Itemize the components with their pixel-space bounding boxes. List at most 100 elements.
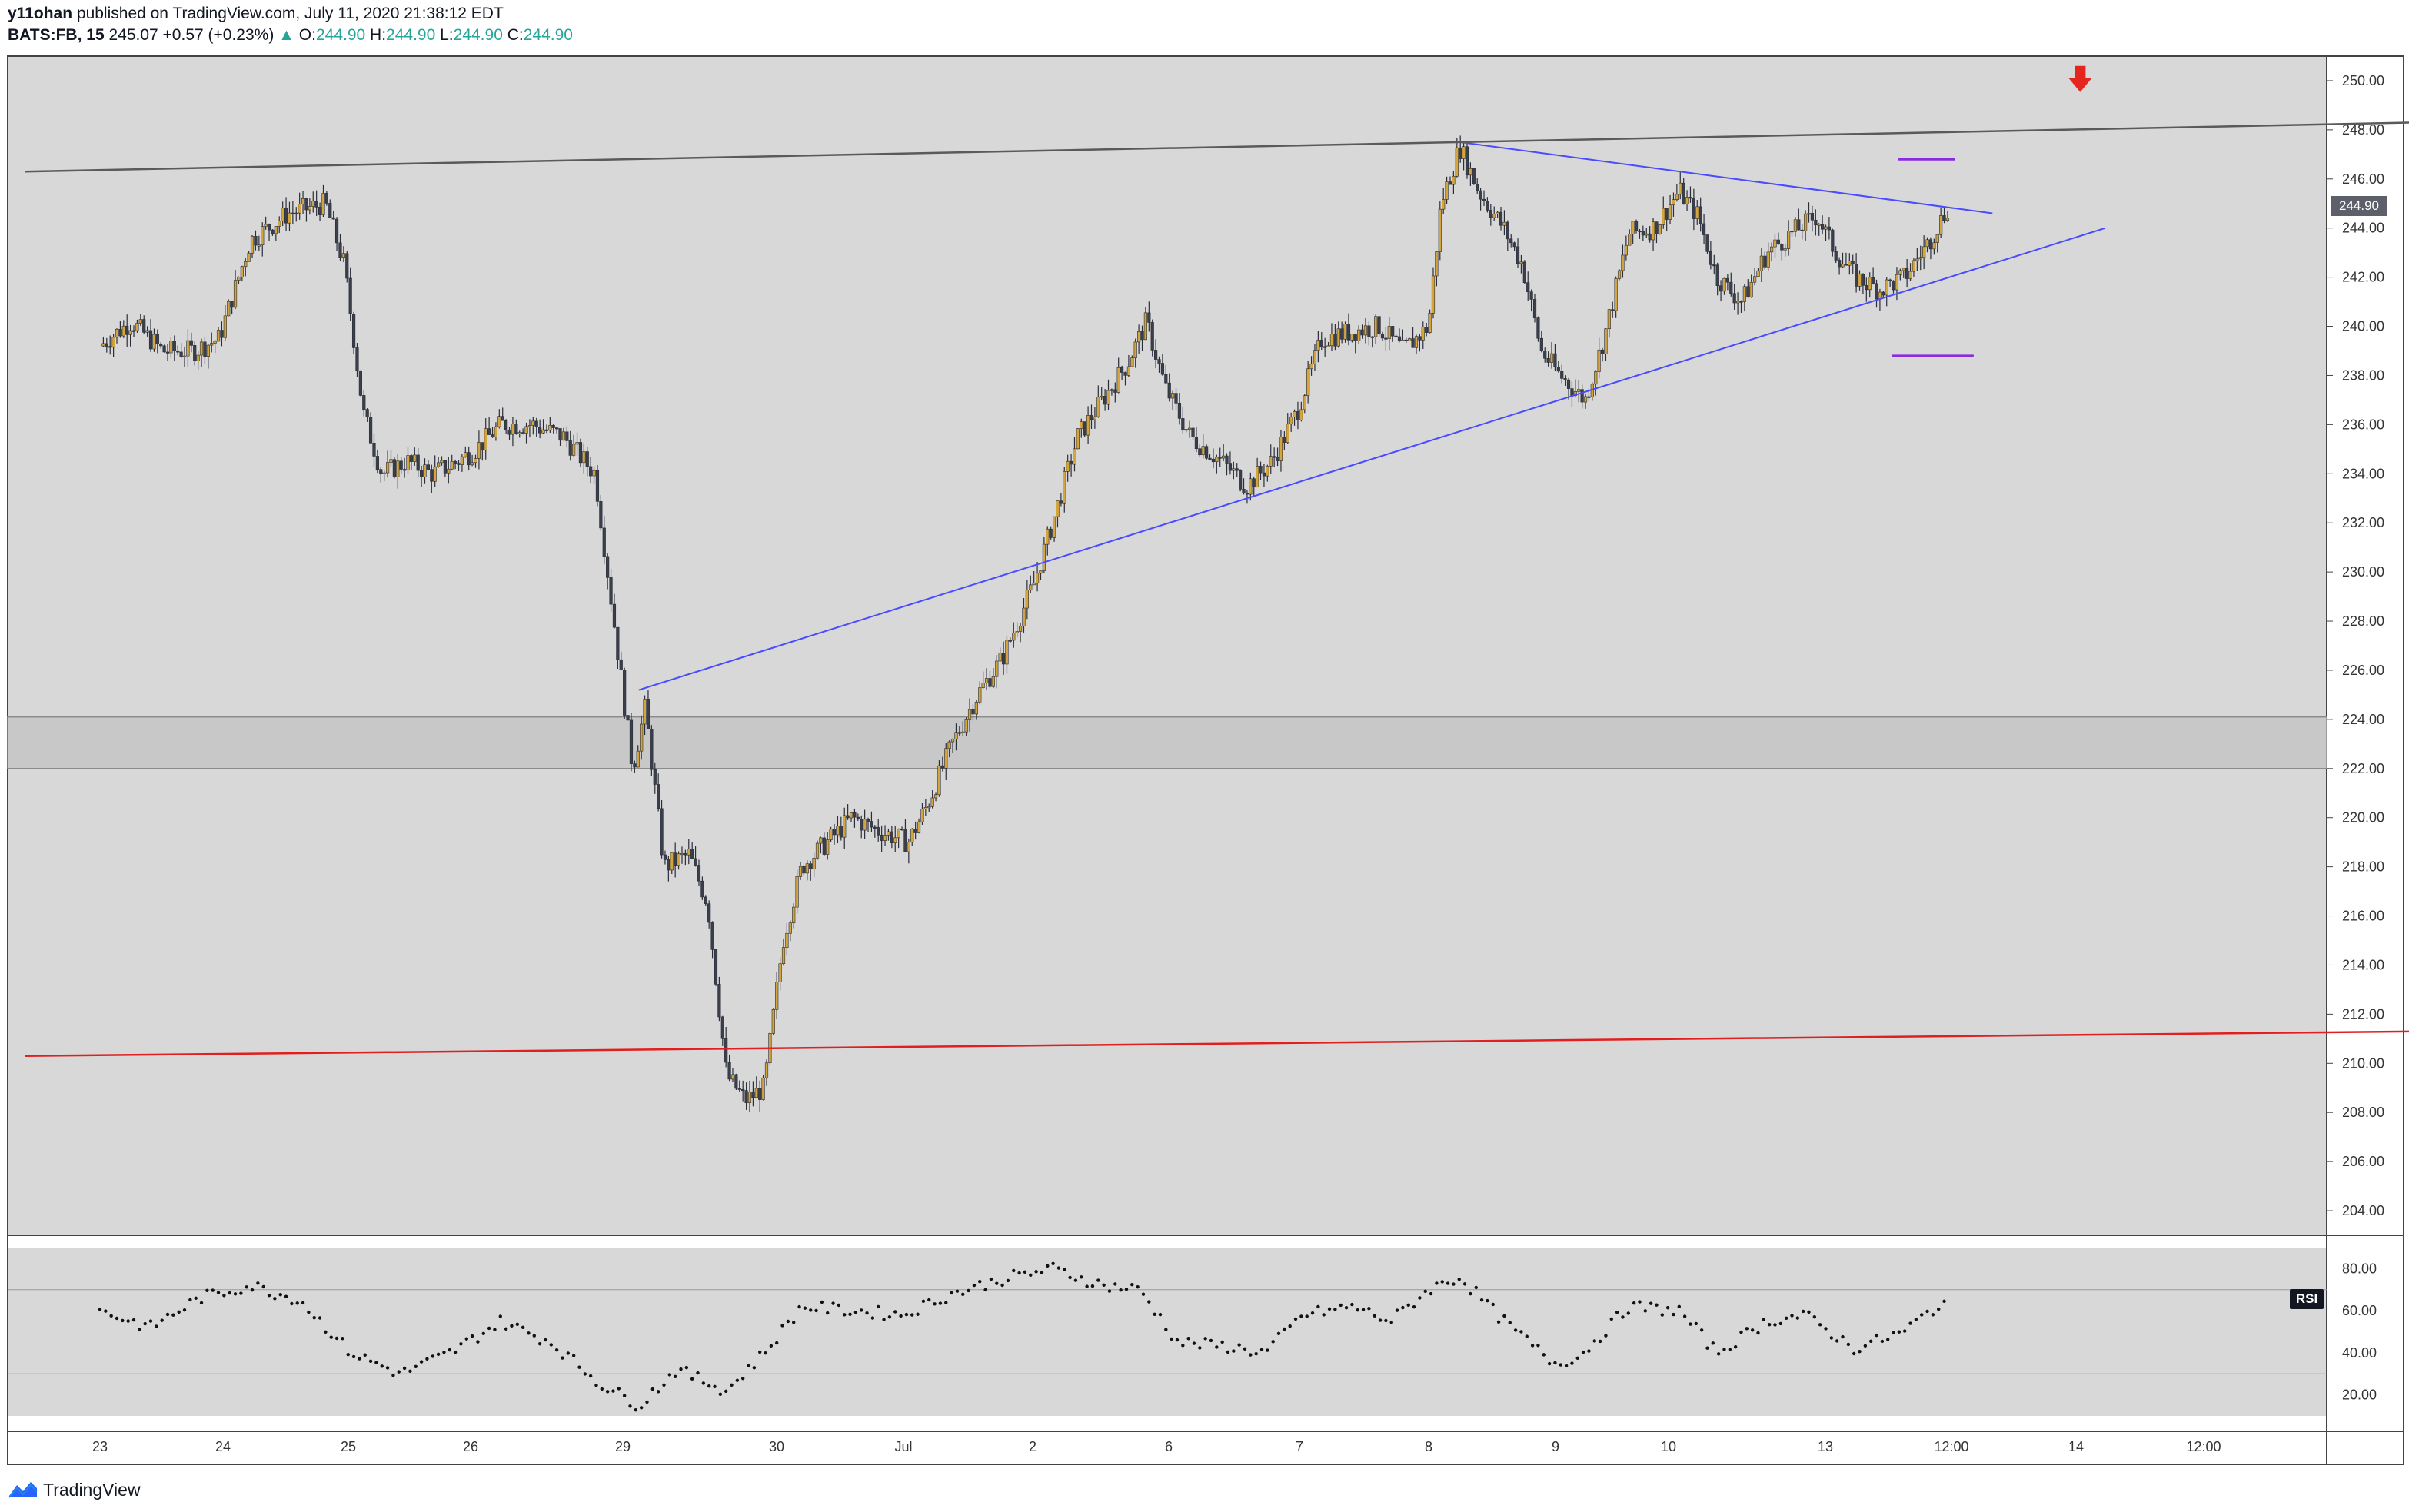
rsi-point [245,1285,248,1289]
trendline-upper-resistance [25,121,2409,173]
candle-up [775,982,779,1010]
candle-up [1374,316,1378,337]
candle-down [1797,219,1801,231]
candle-down [148,330,153,350]
candle-down [318,207,322,215]
candle-up [264,224,268,227]
rsi-point [1406,1303,1410,1308]
rsi-point [194,1296,198,1301]
candle-down [443,460,448,474]
candle-down [491,434,494,438]
rsi-point [820,1300,824,1304]
candle-down [358,370,362,396]
rsi-point [1587,1349,1591,1353]
candle-down [690,849,694,859]
rsi-point [1113,1282,1117,1286]
candle-up [278,221,281,227]
candle-up [1749,281,1753,298]
tradingview-logo-icon[interactable] [8,1479,38,1500]
rsi-point [1496,1320,1501,1324]
candle-up [196,354,200,362]
rsi-point [769,1344,774,1348]
candle-down [291,212,294,214]
candle-up [199,341,204,356]
candle-up [1066,460,1070,472]
candle-up [527,425,532,427]
candle-down [203,341,207,357]
candle-up [1029,584,1033,590]
y-tick-label: 214.00 [2342,957,2384,972]
candle-up [1032,583,1036,586]
candle-down [1283,437,1286,443]
candle-down [538,427,542,434]
low-label: L: [440,26,454,44]
rsi-point [549,1343,553,1347]
rsi-point [104,1309,108,1313]
candle-up [216,330,221,342]
x-tick-label: 26 [463,1439,478,1454]
candle-up [677,853,680,866]
candle-up [1313,350,1317,364]
rsi-point [1096,1278,1100,1282]
candle-down [585,451,589,467]
rsi-point [205,1288,209,1293]
rsi-point [667,1373,672,1377]
rsi-point [1322,1313,1326,1317]
candle-up [978,687,982,703]
candle-down [430,469,434,482]
rsi-point [1908,1321,1912,1325]
rsi-point [1852,1351,1856,1356]
rsi-point [1824,1327,1828,1331]
y-tick-label: 240.00 [2342,319,2384,334]
candle-up [1577,389,1581,392]
candle-up [311,201,315,207]
candle-down [142,319,146,333]
rsi-point [1243,1347,1247,1351]
rsi-point [1226,1350,1230,1354]
candle-down [487,428,491,435]
candle-down [1276,457,1279,461]
candle-up [1898,270,1902,275]
candle-down [1648,233,1652,241]
candle-up [1783,248,1787,251]
rsi-point [1170,1337,1173,1341]
candle-up [1668,204,1672,220]
candle-up [1133,341,1137,358]
candle-down [1539,337,1543,351]
candle-up [1093,416,1096,420]
candle-down [1638,230,1642,233]
rsi-point [1575,1356,1579,1360]
candle-down [1942,215,1946,221]
rsi-point [1733,1345,1738,1349]
rsi-point [363,1353,367,1357]
tradingview-brand[interactable]: TradingView [43,1479,141,1500]
rsi-point [1536,1343,1540,1348]
candle-up [829,829,833,840]
rsi-point [165,1312,170,1317]
rsi-point [177,1310,181,1314]
rsi-point [679,1367,683,1371]
candle-down [1191,427,1195,437]
candle-up [1607,309,1611,330]
rsi-point [341,1337,344,1341]
rsi-point [346,1352,350,1357]
rsi-point [1479,1298,1484,1302]
rsi-point [312,1315,316,1320]
candle-up [111,337,115,348]
candle-down [1319,340,1323,347]
candle-up [795,876,799,908]
author-name[interactable]: y11ohan [8,5,73,22]
candle-down [1844,264,1848,266]
rsi-point [301,1301,305,1305]
rsi-point [459,1342,463,1346]
candle-down [1546,357,1550,363]
rsi-point [1846,1342,1851,1347]
rsi-point [1192,1341,1196,1345]
rsi-point [1604,1334,1608,1338]
candle-up [1201,446,1205,456]
rsi-point [639,1406,644,1410]
candle-up [1462,146,1466,159]
y-tick-label: 246.00 [2342,171,2384,187]
footer: TradingView [8,1476,141,1504]
